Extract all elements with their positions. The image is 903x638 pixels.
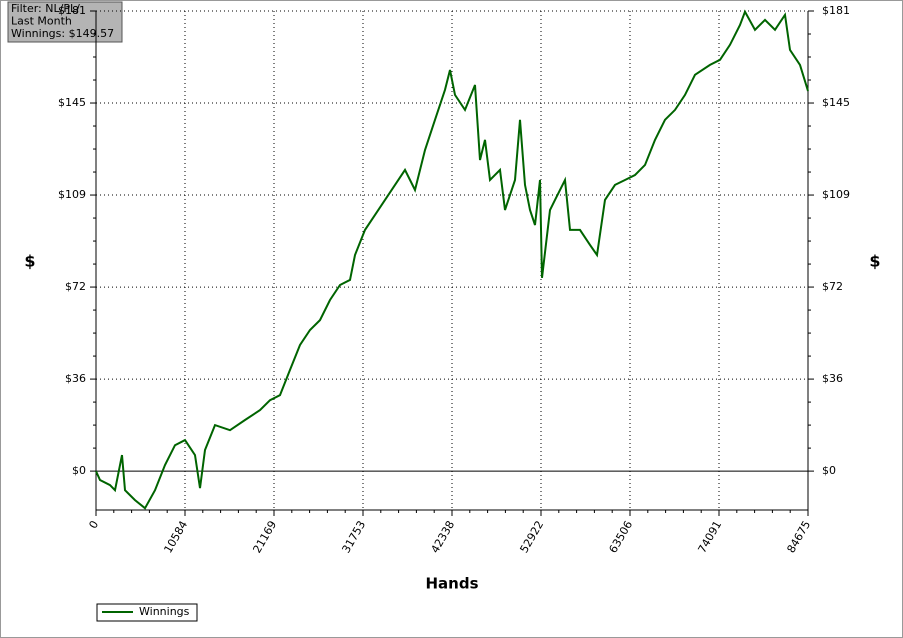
legend: Winnings bbox=[96, 603, 198, 622]
y-axis-label-right: $ bbox=[869, 252, 880, 271]
annotation-line: Filter: NL/PL/ bbox=[11, 2, 80, 15]
y-tick-label: $181 bbox=[58, 4, 86, 17]
y-tick-label: $72 bbox=[65, 280, 86, 293]
series-line bbox=[95, 9, 809, 510]
y-tick-label-right: $0 bbox=[822, 464, 836, 477]
y-tick-label-right: $36 bbox=[822, 372, 843, 385]
x-axis-label: Hands bbox=[425, 575, 478, 593]
y-tick-label: $109 bbox=[58, 188, 86, 201]
y-tick-label-right: $72 bbox=[822, 280, 843, 293]
y-tick-label-right: $145 bbox=[822, 96, 850, 109]
y-tick-label: $36 bbox=[65, 372, 86, 385]
y-tick-label: $145 bbox=[58, 96, 86, 109]
y-tick-label: $0 bbox=[72, 464, 86, 477]
y-tick-label-right: $109 bbox=[822, 188, 850, 201]
legend-label: Winnings bbox=[139, 605, 190, 618]
y-axis-label: $ bbox=[24, 252, 35, 271]
y-tick-label-right: $181 bbox=[822, 4, 850, 17]
annotation-line: Winnings: $149.57 bbox=[11, 27, 114, 40]
annotation-box bbox=[7, 1, 123, 43]
legend-box bbox=[96, 603, 198, 622]
annotation-line: Last Month bbox=[11, 15, 72, 28]
